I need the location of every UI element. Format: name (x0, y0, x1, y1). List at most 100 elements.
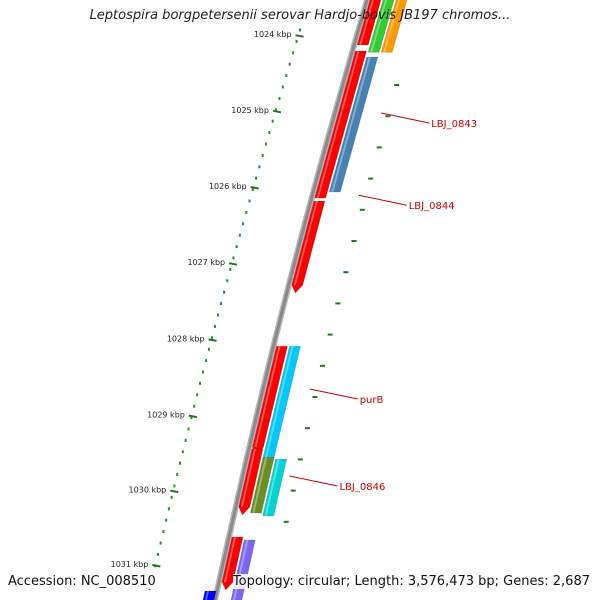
scale-dot (245, 210, 248, 214)
scale-dot (201, 370, 204, 374)
gene-highlight (331, 57, 371, 192)
scale-dot (281, 85, 284, 89)
kbp-ticks: 1024 kbp 1025 kbp 1026 kbp 1027 kbp 1028 kbp… (111, 30, 400, 569)
kbp-tick-mark (170, 489, 179, 494)
scale-dot (165, 518, 168, 522)
gene-feature[interactable] (367, 0, 397, 53)
scale-dot (207, 347, 210, 351)
kbp-tick-mark (250, 186, 259, 190)
gene-highlight (240, 448, 256, 507)
page-title: Leptospira borgpetersenii serovar Hardjo… (89, 8, 511, 23)
scale-dot (271, 119, 274, 123)
scale-dot (210, 336, 213, 340)
gene-label[interactable]: LBJ_0844 (409, 201, 455, 212)
genome-backbone (211, 0, 371, 600)
scale-dot (156, 552, 159, 556)
gene-feature[interactable] (380, 0, 410, 53)
track-mark (305, 427, 311, 430)
scale-dot (216, 313, 219, 317)
gene-label[interactable]: LBJ_0846 (340, 482, 386, 493)
track-mark (290, 489, 296, 492)
scale-dot (190, 416, 193, 420)
scale-dot (167, 507, 170, 511)
gene-highlight (359, 0, 374, 45)
gene-feature[interactable] (238, 448, 264, 516)
track-mark (283, 520, 289, 523)
scale-dot (235, 245, 238, 249)
gene-highlight (383, 0, 400, 53)
kbp-tick-mark (295, 34, 304, 38)
track-mark (312, 396, 318, 398)
scale-dot (226, 279, 229, 283)
scale-dot (204, 359, 207, 363)
track-mark (319, 364, 325, 367)
scale-dot (248, 199, 251, 203)
gene-feature[interactable] (249, 456, 275, 514)
scale-dot (232, 256, 235, 260)
track-mark (343, 271, 349, 274)
gene-highlight (224, 537, 236, 582)
gene-feature[interactable] (262, 345, 302, 460)
scale-dot (184, 438, 187, 442)
scale-dot (292, 51, 295, 55)
gene-feature[interactable] (221, 536, 244, 591)
scale-dot (178, 461, 181, 465)
scale-dot (229, 267, 232, 271)
scale-dot (268, 131, 271, 135)
scale-dot (170, 495, 173, 499)
kbp-tick-label: 1029 kbp (147, 411, 185, 420)
kbp-tick-label: 1031 kbp (111, 560, 149, 569)
gene-highlight (370, 0, 387, 53)
gene-feature[interactable] (356, 0, 384, 46)
kbp-tick-label: 1028 kbp (167, 334, 205, 343)
kbp-tick-label: 1027 kbp (187, 258, 225, 267)
kbp-tick-mark (208, 338, 217, 342)
scale-dot (193, 404, 196, 408)
kbp-tick-label: 1025 kbp (231, 106, 269, 115)
gene-feature[interactable] (314, 50, 368, 199)
track-mark (376, 146, 382, 149)
scale-dot (187, 427, 190, 431)
backbone-inner (213, 0, 369, 600)
scale-dot (275, 108, 278, 112)
gene-feature[interactable] (328, 56, 379, 193)
kbp-tick-mark (228, 262, 238, 266)
gene-label[interactable]: LBJ_0843 (431, 119, 477, 130)
track-mark (297, 458, 303, 461)
gene-feature[interactable] (199, 590, 217, 600)
gene-highlight (316, 51, 360, 198)
track-mark (385, 115, 391, 118)
scale-dot (199, 381, 202, 385)
kbp-tick-mark (272, 109, 282, 114)
accession-text: Accession: NC_008510 (8, 574, 156, 589)
scale-dot (295, 39, 298, 43)
kbp-tick-label: 1026 kbp (209, 182, 247, 191)
track-mark (368, 177, 374, 180)
scale-dot (213, 324, 216, 328)
gene-features[interactable] (199, 0, 410, 600)
scale-dot (173, 484, 176, 488)
gene-feature[interactable] (291, 200, 326, 294)
gene-feature[interactable] (262, 458, 288, 517)
track-mark (359, 208, 365, 211)
scale-dot (298, 28, 301, 32)
gene-label-leader (289, 475, 338, 487)
gene-label-leader (309, 388, 358, 400)
gene-highlight (205, 591, 209, 600)
track-mark (351, 240, 357, 242)
gene-labels: LBJ_0843 LBJ_0844 purB LBJ_0846 (289, 112, 477, 493)
scale-dot (223, 290, 226, 294)
gene-label-leader (381, 112, 430, 124)
scale-dot (261, 153, 264, 157)
scale-dot (159, 541, 162, 545)
gene-label[interactable]: purB (360, 395, 384, 406)
gene-highlight (252, 457, 268, 513)
scale-dot (238, 233, 241, 237)
scale-dot (242, 222, 245, 226)
gene-highlight (293, 201, 318, 285)
gene-label-leader (358, 194, 407, 206)
track-mark (335, 302, 341, 305)
scale-dot (258, 165, 261, 169)
track-mark (327, 333, 333, 336)
